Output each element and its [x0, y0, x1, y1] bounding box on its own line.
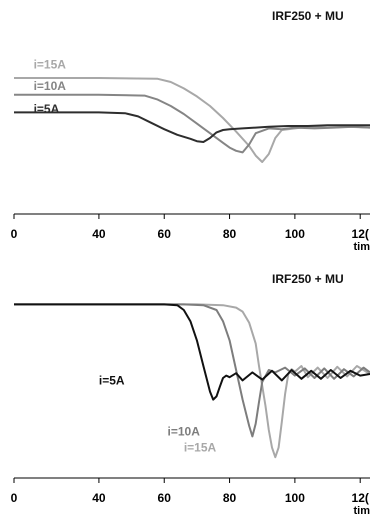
x-tick-label: 12( — [352, 227, 369, 241]
x-tick-label: 0 — [11, 491, 18, 505]
series-line — [14, 111, 370, 143]
panel-top: IRF250 + MU 0 40 60 80 100 12(tim i=15A i=10A i=5… — [11, 9, 370, 253]
x-tick-label: 60 — [158, 227, 172, 241]
series-label: i=15A — [34, 57, 67, 71]
series-line — [14, 303, 370, 401]
x-tick-label: 40 — [92, 227, 106, 241]
x-axis-label: tim — [354, 505, 370, 517]
x-axis-label: tim — [354, 241, 370, 253]
chart-title: IRF250 + MU — [272, 9, 344, 23]
chart-title: IRF250 + MU — [272, 272, 344, 286]
x-tick-label: 100 — [285, 491, 305, 505]
x-tick-label: 100 — [285, 227, 305, 241]
series-label: i=5A — [99, 373, 125, 387]
x-tick-label: 0 — [11, 227, 18, 241]
series-label: i=5A — [34, 102, 60, 116]
panel-bottom: IRF250 + MU 0 40 60 80 100 12(tim i=15A i=10A i=5… — [11, 272, 370, 517]
series-line — [14, 303, 370, 459]
x-tick-label: 80 — [223, 491, 237, 505]
x-tick-label: 60 — [158, 491, 172, 505]
series-label: i=10A — [168, 425, 201, 439]
series-line — [14, 303, 370, 438]
series-label: i=10A — [34, 79, 67, 93]
series-label: i=15A — [184, 441, 217, 455]
x-tick-label: 40 — [92, 491, 106, 505]
series-line — [14, 93, 370, 154]
x-tick-label: 12( — [352, 491, 369, 505]
x-tick-label: 80 — [223, 227, 237, 241]
